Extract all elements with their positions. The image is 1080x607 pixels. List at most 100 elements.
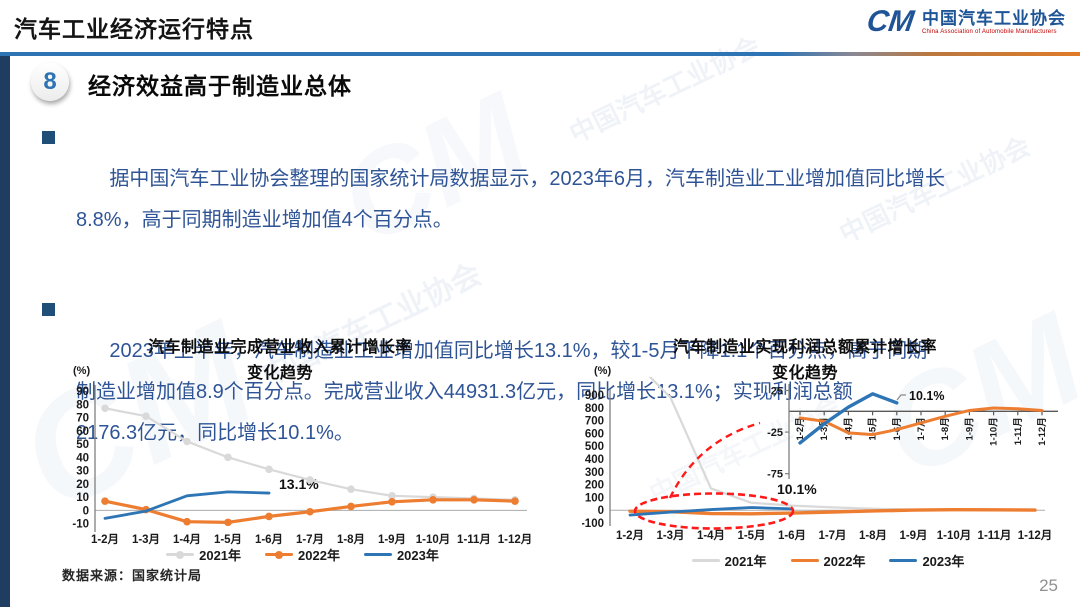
legend-label: 2023年 [396,548,439,563]
series-marker-2022年 [183,517,191,526]
bullet-square-icon [42,302,55,316]
series-line-2022年 [798,406,1044,437]
series-marker-2022年 [101,497,109,505]
x-tick-label: 1-10月 [937,529,972,542]
series-marker-2022年 [347,502,355,511]
legend-item-2021年: 2021年 [166,545,241,564]
series-marker-2022年 [388,497,396,506]
legend-item-2022年: 2022年 [790,551,866,570]
legend-marker-dot [176,550,185,559]
chart-legend: 2021年 2022年 2023年 [65,545,540,564]
chart-title: 汽车制造业完成营业收入累计增长率 [147,339,412,356]
legend-swatch [166,550,195,559]
series-marker-2022年 [511,497,519,505]
y-tick-label: 60 [76,426,89,438]
x-tick-label: 1-7月 [916,417,927,440]
legend-label: 2022年 [298,548,340,563]
x-tick-label: 1-7月 [296,533,324,546]
y-tick-label: 50 [76,439,89,451]
series-marker-2022年 [265,512,273,521]
y-tick-label: -75 [767,469,783,481]
series-marker-2022年 [224,518,232,527]
legend-label: 2021年 [199,548,242,563]
x-tick-label: 1-6月 [778,529,806,542]
legend-swatch [691,558,720,563]
series-marker-2021年 [224,453,232,462]
series-marker-2021年 [306,476,314,484]
x-tick-label: 1-9月 [899,529,927,542]
x-tick-label: 1-2月 [91,533,119,546]
legend-label: 2021年 [724,554,767,569]
x-tick-label: 1-4月 [173,533,201,546]
caam-logo: CM 中国汽车工业协会 China Association of Automob… [865,5,1066,38]
bullet-item: 据中国汽车工业协会整理的国家统计局数据显示，2023年6月，汽车制造业工业增加值… [40,118,1054,283]
chart-subtitle: 变化趋势 [246,365,313,382]
x-tick-label: 1-10月 [416,533,451,546]
x-tick-label: 1-3月 [132,533,160,546]
x-tick-label: 1-5月 [737,529,765,542]
y-tick-label: 40 [76,452,89,464]
left-accent-bar [0,56,10,607]
legend-item-2023年: 2023年 [363,545,439,564]
y-tick-label: 100 [585,492,604,504]
series-marker-2022年 [306,507,314,516]
legend-item-2022年: 2022年 [265,545,340,564]
y-tick-label: 10 [76,492,89,504]
page-number: 25 [1039,576,1058,595]
annotation-label: 10.1% [909,389,944,403]
x-tick-label: 1-11月 [457,533,491,546]
x-tick-label: 1-11月 [1013,417,1024,445]
section-heading: 经济效益高于制造业总体 [88,73,352,99]
series-marker-2021年 [347,485,355,493]
y-tick-label: 0 [83,505,89,517]
profit-zoom-inset: 10.1% 25 -25 -75 1-2月 1-3月 1-4月 1-5月 1-6月 1-7月 1-… [767,371,1072,488]
x-tick-label: 1-10月 [989,417,1000,446]
page-title: 汽车工业经济运行特点 [14,16,254,42]
legend-marker-dot [275,550,284,559]
header-divider [0,52,1080,56]
caam-logo-name-en: China Association of Automobile Manufact… [922,29,1057,36]
series-line-2023年 [103,490,271,520]
legend-swatch [889,558,918,563]
x-tick-label: 1-5月 [868,417,879,440]
x-tick-label: 1-12月 [1018,529,1053,542]
x-tick-label: 1-6月 [255,533,283,546]
y-axis-unit-label: (%) [594,365,612,377]
y-tick-label: 20 [76,479,89,491]
y-tick-label: 800 [585,403,604,415]
bullet-list: 据中国汽车工业协会整理的国家统计局数据显示，2023年6月，汽车制造业工业增加值… [40,118,1054,503]
series-marker-2021年 [101,404,109,413]
x-tick-label: 1-9月 [964,417,975,440]
bullet-text: 据中国汽车工业协会整理的国家统计局数据显示，2023年6月，汽车制造业工业增加值… [76,168,945,232]
x-tick-label: 1-8月 [859,529,887,542]
x-tick-label: 1-4月 [697,529,725,542]
series-marker-2022年 [429,496,437,504]
y-tick-label: 30 [76,466,89,478]
legend-item-2023年: 2023年 [889,551,964,570]
x-tick-label: 1-2月 [616,529,644,542]
legend-label: 2022年 [823,554,866,569]
y-tick-label: 600 [585,428,604,440]
x-tick-label: 1-11月 [978,529,1012,542]
legend-label: 2023年 [922,554,965,569]
y-tick-label: 0 [598,505,604,517]
y-tick-label: 700 [585,416,604,428]
chart-title: 汽车制造业实现利润总额累计增长率 [672,339,937,356]
series-marker-2021年 [265,465,273,474]
x-tick-label: 1-12月 [1037,417,1048,446]
y-tick-label: -25 [767,427,783,439]
revenue-growth-chart: 汽车制造业完成营业收入累计增长率 变化趋势 (%) 13.1% 90 80 70 60… [65,333,540,593]
caam-logo-name-cn: 中国汽车工业协会 [922,8,1066,28]
y-tick-label: 500 [585,441,604,453]
x-tick-label: 1-9月 [378,533,406,546]
bullet-square-icon [42,131,55,144]
y-tick-label: 300 [585,467,604,479]
y-tick-label: -10 [72,519,89,531]
data-source-note: 数据来源：国家统计局 [62,568,203,583]
y-axis-unit-label: (%) [73,365,91,377]
inset-chart-canvas: 10.1% 25-25-751-2月 1-3月 1-4月 1-5月 1-6月 1-7月 1-… [767,384,1058,481]
series-marker-2021年 [183,437,191,446]
annotation-leader-line [896,394,906,401]
